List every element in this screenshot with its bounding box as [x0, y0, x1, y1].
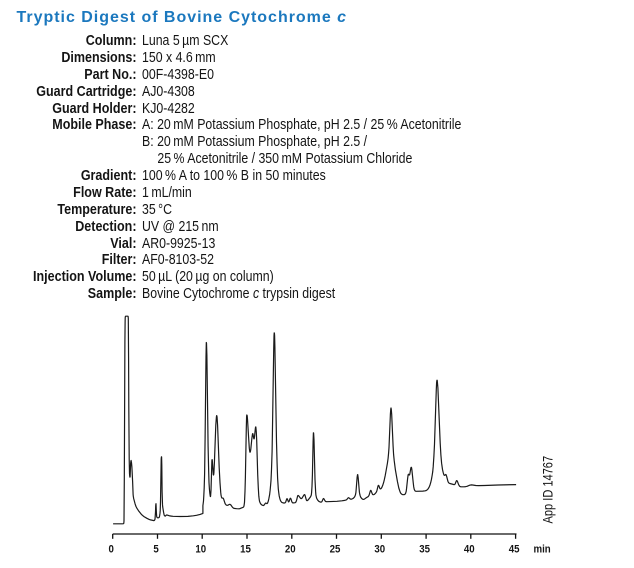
svg-text:0: 0	[109, 544, 115, 556]
svg-text:10: 10	[195, 544, 206, 556]
svg-text:min: min	[534, 544, 551, 556]
svg-text:App ID 14767: App ID 14767	[540, 456, 555, 524]
svg-text:35: 35	[419, 544, 430, 556]
svg-text:40: 40	[464, 544, 475, 556]
svg-text:45: 45	[509, 544, 520, 556]
svg-text:20: 20	[285, 544, 296, 556]
svg-text:30: 30	[374, 544, 385, 556]
svg-text:25: 25	[330, 544, 341, 556]
svg-text:15: 15	[240, 544, 251, 556]
svg-text:5: 5	[153, 544, 159, 556]
